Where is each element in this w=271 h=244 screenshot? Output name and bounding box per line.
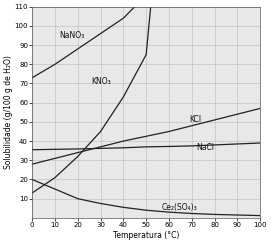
Text: NaCl: NaCl <box>196 143 214 152</box>
Text: KNO₃: KNO₃ <box>92 77 111 86</box>
Y-axis label: Solubilidade (g/100 g de H₂O): Solubilidade (g/100 g de H₂O) <box>4 55 13 169</box>
Text: Ce₂(SO₄)₃: Ce₂(SO₄)₃ <box>162 203 198 212</box>
Text: KCl: KCl <box>189 115 202 124</box>
X-axis label: Temperatura (°C): Temperatura (°C) <box>113 231 179 240</box>
Text: NaNO₃: NaNO₃ <box>60 31 85 40</box>
